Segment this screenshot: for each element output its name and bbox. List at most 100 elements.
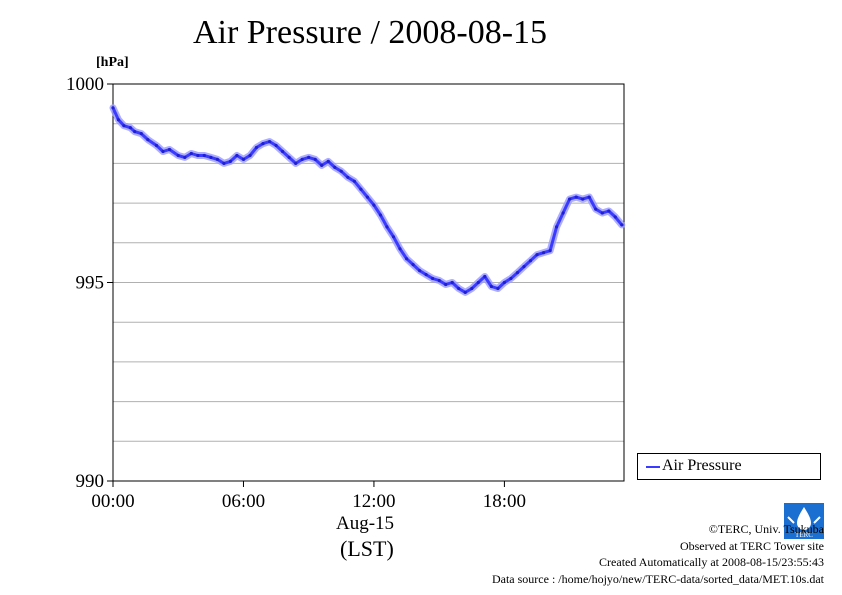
legend-swatch — [646, 466, 660, 468]
data-point — [209, 155, 213, 159]
data-point — [385, 225, 389, 229]
grid-lines — [113, 123, 624, 442]
series-halo — [109, 104, 626, 296]
terc-logo: TERC — [784, 503, 824, 539]
x-date-label: Aug-15 — [336, 513, 395, 534]
credit-site: Observed at TERC Tower site — [679, 538, 824, 553]
data-point — [176, 153, 180, 158]
data-point — [287, 155, 291, 159]
data-point — [161, 149, 165, 154]
data-point — [241, 157, 246, 161]
data-point — [346, 175, 350, 179]
data-point — [111, 106, 115, 110]
data-point — [139, 132, 143, 136]
data-point — [365, 195, 369, 199]
data-point — [574, 195, 578, 199]
data-point — [528, 259, 533, 263]
series-layer — [109, 104, 626, 296]
data-point — [431, 276, 435, 281]
data-point — [594, 207, 598, 211]
data-point — [600, 211, 604, 215]
data-point — [133, 130, 137, 134]
data-point — [548, 249, 552, 253]
y-tick-label: 990 — [76, 471, 105, 492]
data-point — [535, 253, 539, 257]
data-point — [391, 235, 396, 239]
data-point — [215, 157, 219, 161]
legend: Air Pressure — [637, 453, 821, 480]
data-point — [235, 153, 239, 158]
data-point — [398, 247, 402, 251]
data-point — [515, 271, 520, 275]
data-point — [333, 165, 337, 169]
data-point — [274, 143, 278, 148]
data-point — [522, 265, 526, 269]
data-point — [228, 159, 232, 163]
data-point — [483, 274, 487, 279]
y-unit-label: [hPa] — [96, 55, 129, 70]
data-point — [411, 263, 415, 267]
x-axis-label: (LST) — [340, 536, 394, 561]
data-point — [444, 282, 448, 287]
data-point — [300, 157, 304, 161]
credit-created: Created Automatically at 2008-08-15/23:5… — [599, 555, 824, 569]
data-point — [620, 223, 624, 227]
x-tick-label: 06:00 — [222, 491, 265, 512]
data-point — [613, 215, 617, 219]
data-point — [509, 276, 513, 281]
data-point — [372, 203, 376, 207]
data-point — [320, 163, 324, 167]
data-point — [359, 187, 363, 191]
y-tick-label: 1000 — [66, 74, 104, 95]
data-point — [167, 147, 172, 152]
credits: ©TERC, Univ. Tsukuba Observed at TERC To… — [492, 521, 824, 587]
x-tick-label: 00:00 — [91, 491, 134, 512]
data-point — [326, 159, 330, 163]
data-point — [568, 197, 572, 201]
chart-title: Air Pressure / 2008-08-15 — [192, 14, 548, 51]
data-point — [555, 225, 559, 229]
data-point — [116, 118, 120, 122]
data-point — [189, 151, 193, 156]
data-point — [496, 286, 500, 291]
data-point — [196, 153, 200, 158]
data-point — [587, 195, 591, 199]
data-point — [183, 155, 187, 159]
y-tick-label: 995 — [76, 273, 105, 294]
data-point — [378, 213, 383, 217]
data-point — [457, 286, 461, 291]
data-point — [581, 197, 585, 201]
data-point — [339, 169, 343, 173]
data-point — [561, 211, 565, 215]
data-point — [268, 140, 272, 144]
data-point — [261, 142, 265, 146]
data-point — [128, 126, 132, 130]
data-point — [476, 280, 480, 285]
data-point — [450, 280, 454, 285]
data-point — [541, 251, 546, 255]
legend-label: Air Pressure — [662, 457, 742, 474]
data-point — [154, 143, 159, 148]
data-point — [405, 257, 409, 261]
x-tick-label: 18:00 — [483, 491, 526, 512]
data-point — [424, 273, 428, 277]
data-point — [307, 155, 311, 159]
data-point — [281, 149, 285, 154]
data-point — [489, 284, 493, 289]
x-tick-label: 12:00 — [352, 491, 395, 512]
data-point — [146, 138, 150, 142]
data-point — [463, 290, 467, 294]
data-point — [122, 124, 126, 128]
data-point — [248, 153, 252, 158]
data-point — [202, 153, 206, 158]
data-point — [294, 161, 298, 165]
data-point — [502, 280, 506, 285]
data-point — [418, 269, 422, 273]
logo-text: TERC — [795, 531, 813, 539]
data-point — [313, 157, 317, 161]
data-point — [607, 209, 611, 213]
data-point — [470, 286, 474, 291]
data-point — [437, 278, 441, 283]
data-point — [254, 145, 259, 150]
